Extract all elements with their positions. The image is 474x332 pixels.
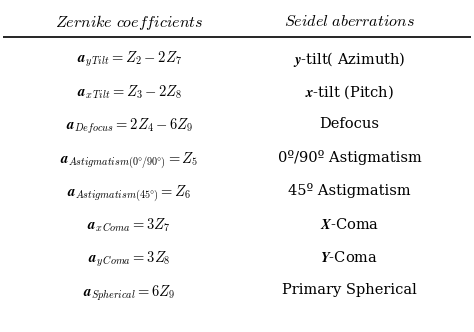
Text: $\boldsymbol{y}$-tilt( Azimuth): $\boldsymbol{y}$-tilt( Azimuth)	[293, 50, 406, 69]
Text: $\mathit{Seidel\ aberrations}$: $\mathit{Seidel\ aberrations}$	[284, 13, 415, 30]
Text: $\boldsymbol{x}$-tilt (Pitch): $\boldsymbol{x}$-tilt (Pitch)	[305, 83, 394, 101]
Text: $\boldsymbol{a}_{x\,Coma} = 3Z_7$: $\boldsymbol{a}_{x\,Coma} = 3Z_7$	[87, 216, 171, 234]
Text: $\mathit{Zernike\ coefficients}$: $\mathit{Zernike\ coefficients}$	[55, 13, 203, 32]
Text: $\boldsymbol{a}_{Spherical} = 6Z_9$: $\boldsymbol{a}_{Spherical} = 6Z_9$	[83, 283, 175, 302]
Text: Defocus: Defocus	[319, 117, 379, 131]
Text: $\boldsymbol{a}_{Defocus}= 2Z_4 - 6Z_9$: $\boldsymbol{a}_{Defocus}= 2Z_4 - 6Z_9$	[65, 117, 193, 136]
Text: $\boldsymbol{a}_{Astigmatism(45\degree)} = Z_6$: $\boldsymbol{a}_{Astigmatism(45\degree)}…	[67, 183, 191, 204]
Text: 0º/90º Astigmatism: 0º/90º Astigmatism	[278, 150, 421, 165]
Text: $\boldsymbol{a}_{Astigmatism(0\degree/90\degree)} = Z_5$: $\boldsymbol{a}_{Astigmatism(0\degree/90…	[60, 150, 199, 171]
Text: 45º Astigmatism: 45º Astigmatism	[288, 183, 411, 198]
Text: $\boldsymbol{X}$-Coma: $\boldsymbol{X}$-Coma	[320, 216, 379, 232]
Text: Primary Spherical: Primary Spherical	[282, 283, 417, 297]
Text: $\boldsymbol{Y}$-Coma: $\boldsymbol{Y}$-Coma	[320, 250, 378, 265]
Text: $\boldsymbol{a}_{x\,Tilt} = Z_3 - 2Z_8$: $\boldsymbol{a}_{x\,Tilt} = Z_3 - 2Z_8$	[76, 83, 182, 101]
Text: $\boldsymbol{a}_{y\,Tilt} = Z_2 - 2Z_7$: $\boldsymbol{a}_{y\,Tilt} = Z_2 - 2Z_7$	[77, 50, 182, 69]
Text: $\boldsymbol{a}_{y\,Coma} = 3Z_8$: $\boldsymbol{a}_{y\,Coma} = 3Z_8$	[88, 250, 171, 269]
